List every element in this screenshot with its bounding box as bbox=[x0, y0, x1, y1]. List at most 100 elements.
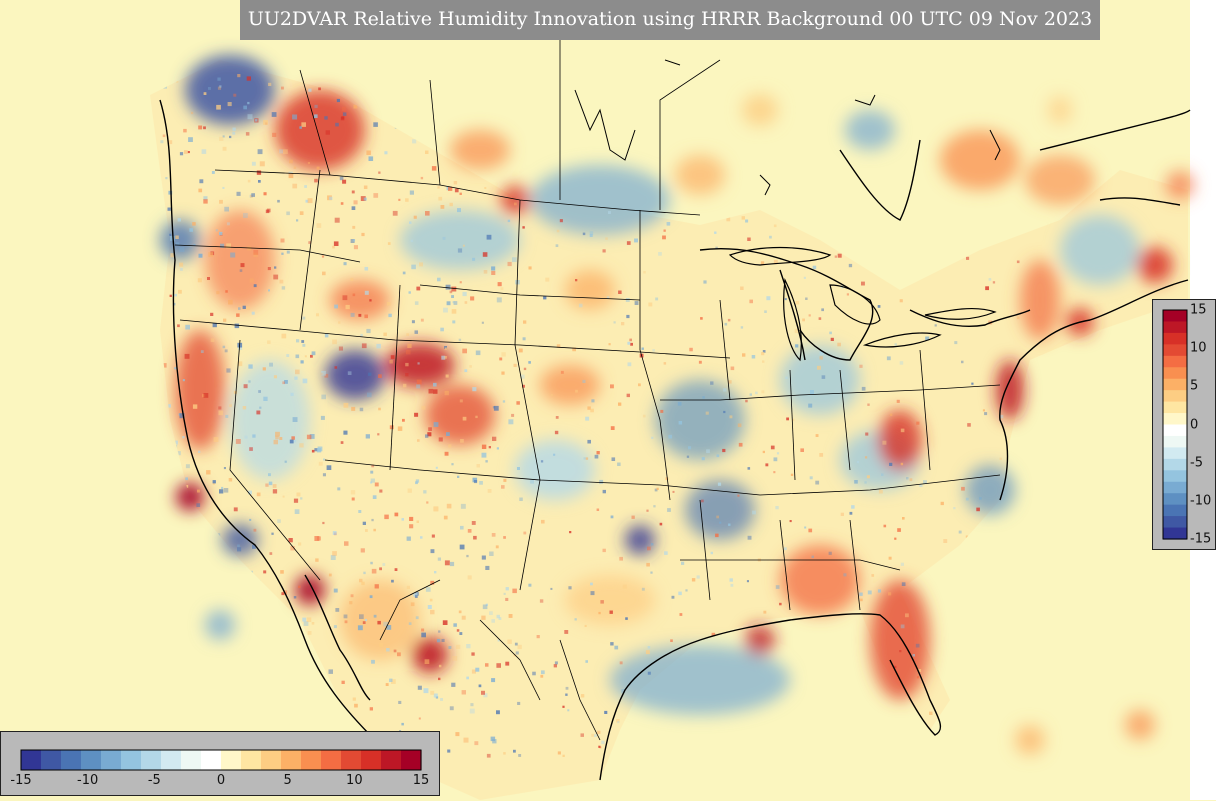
texture-speck bbox=[268, 481, 273, 486]
colorbar-swatch bbox=[281, 750, 302, 770]
texture-speck bbox=[417, 362, 420, 365]
texture-speck bbox=[307, 198, 313, 204]
texture-speck bbox=[610, 642, 614, 646]
texture-speck bbox=[324, 116, 328, 120]
colorbar-swatch bbox=[141, 750, 162, 770]
texture-speck bbox=[249, 278, 254, 283]
texture-speck bbox=[361, 581, 365, 586]
texture-speck bbox=[489, 611, 493, 615]
texture-speck bbox=[339, 176, 344, 181]
texture-speck bbox=[242, 406, 247, 410]
texture-speck bbox=[503, 536, 506, 539]
texture-speck bbox=[304, 185, 307, 188]
texture-speck bbox=[267, 340, 271, 344]
texture-speck bbox=[347, 371, 352, 375]
texture-speck bbox=[517, 467, 520, 470]
texture-speck bbox=[364, 290, 369, 295]
texture-speck bbox=[597, 730, 601, 734]
texture-speck bbox=[555, 244, 559, 247]
texture-speck bbox=[198, 188, 203, 193]
texture-speck bbox=[630, 342, 633, 346]
texture-speck bbox=[761, 390, 765, 394]
texture-speck bbox=[837, 253, 842, 258]
texture-speck bbox=[368, 372, 372, 376]
texture-speck bbox=[397, 652, 401, 657]
texture-speck bbox=[237, 547, 242, 552]
texture-speck bbox=[643, 271, 646, 274]
texture-speck bbox=[252, 544, 256, 549]
texture-speck bbox=[268, 289, 270, 292]
texture-speck bbox=[773, 259, 778, 264]
texture-speck bbox=[357, 625, 363, 631]
texture-speck bbox=[837, 342, 841, 347]
texture-speck bbox=[290, 392, 294, 396]
texture-speck bbox=[459, 192, 462, 195]
vertical-colorbar-ramp bbox=[1162, 309, 1188, 540]
texture-speck bbox=[610, 426, 615, 430]
texture-speck bbox=[309, 434, 315, 439]
texture-speck bbox=[448, 646, 452, 649]
texture-speck bbox=[243, 105, 247, 110]
texture-speck bbox=[379, 567, 382, 571]
texture-speck bbox=[569, 531, 572, 534]
texture-speck bbox=[219, 199, 223, 204]
texture-speck bbox=[190, 111, 194, 115]
texture-speck bbox=[321, 370, 326, 376]
texture-speck bbox=[651, 436, 654, 439]
texture-speck bbox=[602, 548, 606, 553]
texture-speck bbox=[353, 245, 358, 250]
texture-speck bbox=[565, 686, 569, 690]
texture-speck bbox=[540, 674, 544, 678]
texture-speck bbox=[590, 582, 593, 586]
texture-speck bbox=[507, 219, 511, 223]
texture-speck bbox=[555, 416, 559, 419]
texture-speck bbox=[474, 741, 479, 746]
texture-speck bbox=[501, 352, 506, 357]
texture-speck bbox=[457, 208, 461, 213]
colorbar-swatch bbox=[201, 750, 222, 770]
texture-speck bbox=[829, 331, 832, 335]
texture-speck bbox=[335, 122, 339, 127]
texture-speck bbox=[411, 320, 415, 324]
texture-speck bbox=[321, 394, 326, 400]
texture-speck bbox=[416, 384, 421, 389]
texture-speck bbox=[715, 246, 718, 250]
texture-speck bbox=[258, 180, 261, 183]
texture-speck bbox=[441, 355, 446, 360]
texture-speck bbox=[958, 530, 962, 534]
texture-speck bbox=[900, 562, 904, 566]
texture-speck bbox=[686, 455, 690, 458]
texture-speck bbox=[307, 631, 312, 635]
texture-speck bbox=[256, 492, 261, 497]
colorbar-swatch bbox=[121, 750, 142, 770]
texture-speck bbox=[642, 414, 646, 418]
texture-speck bbox=[237, 74, 241, 78]
texture-speck bbox=[359, 614, 364, 619]
texture-speck bbox=[634, 301, 639, 305]
texture-speck bbox=[233, 93, 237, 97]
texture-speck bbox=[440, 327, 444, 332]
texture-speck bbox=[859, 592, 863, 596]
texture-speck bbox=[867, 590, 872, 595]
texture-speck bbox=[230, 252, 236, 258]
texture-speck bbox=[333, 241, 339, 246]
texture-speck bbox=[601, 740, 605, 745]
texture-speck bbox=[769, 235, 772, 239]
texture-speck bbox=[226, 243, 231, 249]
texture-speck bbox=[541, 670, 545, 675]
texture-speck bbox=[364, 266, 369, 271]
texture-speck bbox=[419, 262, 423, 267]
colorbar-swatch bbox=[341, 750, 362, 770]
texture-speck bbox=[495, 545, 499, 549]
texture-speck bbox=[228, 478, 233, 482]
texture-speck bbox=[226, 222, 230, 226]
texture-speck bbox=[305, 199, 309, 203]
texture-speck bbox=[219, 231, 223, 236]
texture-speck bbox=[625, 617, 628, 620]
texture-speck bbox=[496, 447, 499, 450]
texture-speck bbox=[219, 85, 222, 88]
texture-speck bbox=[662, 235, 666, 240]
texture-speck bbox=[318, 87, 321, 91]
texture-speck bbox=[188, 137, 193, 142]
texture-speck bbox=[591, 733, 595, 737]
